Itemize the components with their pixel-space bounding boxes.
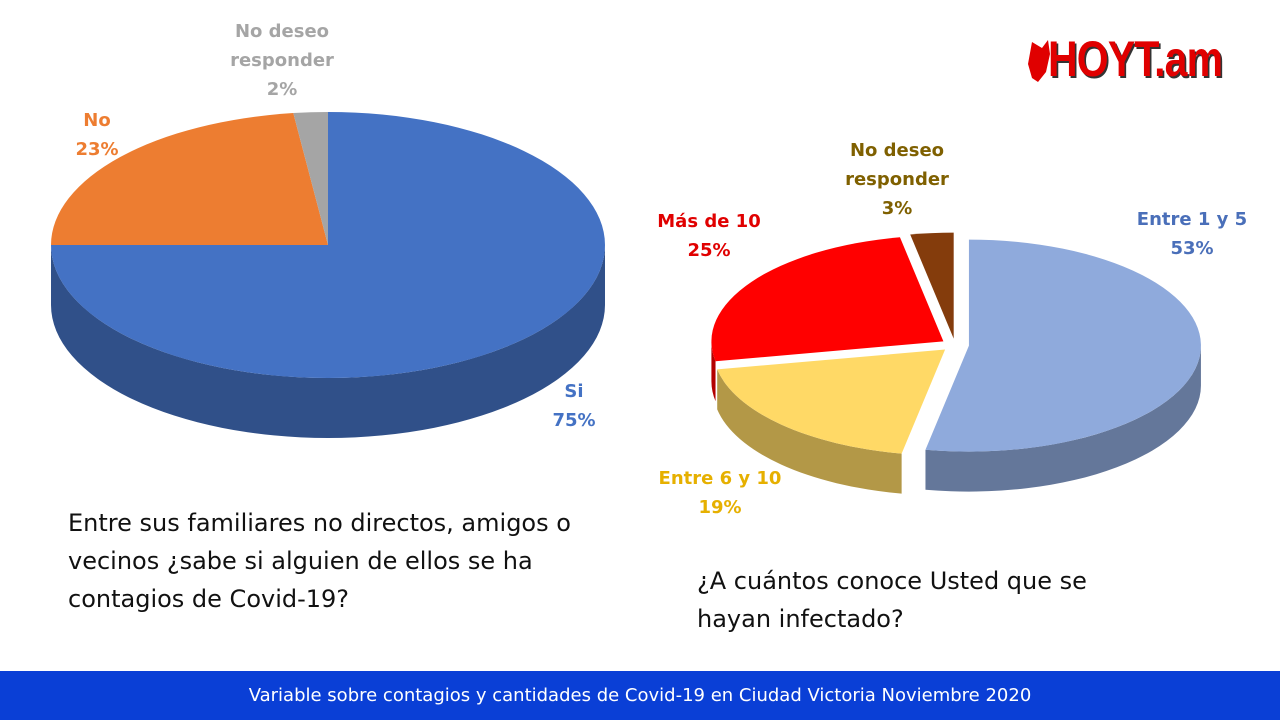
value-label: 25% — [687, 240, 731, 261]
question: Entre sus familiares no directos, amigos… — [68, 509, 571, 613]
value-label: 53% — [1170, 238, 1214, 259]
category-label: Si — [564, 381, 584, 402]
category-label: Entre 6 y 10 — [658, 468, 782, 489]
logo-icon — [1028, 40, 1050, 82]
data-label: No 23% — [75, 106, 118, 164]
data-label: No deseo responder 2% — [222, 17, 342, 104]
slice — [711, 237, 944, 362]
slice — [925, 239, 1201, 452]
value-label: 75% — [552, 410, 596, 431]
slice — [910, 232, 954, 339]
data-label: Si 75% — [552, 377, 595, 435]
data-label: Más de 10 25% — [657, 207, 760, 265]
value-label: 2% — [266, 79, 298, 100]
question: ¿A cuántos conoce Usted que se hayan inf… — [697, 567, 1087, 633]
category-label: No deseo responder — [845, 140, 949, 190]
data-label: No deseo responder 3% — [837, 136, 957, 223]
footer: Variable sobre contagios y cantidades de… — [0, 671, 1280, 720]
slice — [51, 113, 328, 246]
category-label: No deseo responder — [230, 21, 334, 71]
data-label: Entre 1 y 5 53% — [1137, 205, 1247, 263]
category-label: Entre 1 y 5 — [1136, 209, 1248, 230]
slice-side — [717, 369, 902, 494]
value-label: 23% — [75, 139, 119, 160]
category-label: No — [83, 110, 111, 131]
slice-side — [925, 345, 1201, 492]
value-label: 19% — [698, 497, 742, 518]
logo: HOYT.am — [1048, 31, 1223, 87]
slice — [293, 112, 328, 245]
category-label: Más de 10 — [657, 211, 761, 232]
value-label: 3% — [881, 198, 913, 219]
slice-side — [51, 245, 605, 438]
slice — [717, 349, 946, 454]
slice-side — [711, 341, 716, 402]
data-label: Entre 6 y 10 19% — [659, 464, 782, 522]
